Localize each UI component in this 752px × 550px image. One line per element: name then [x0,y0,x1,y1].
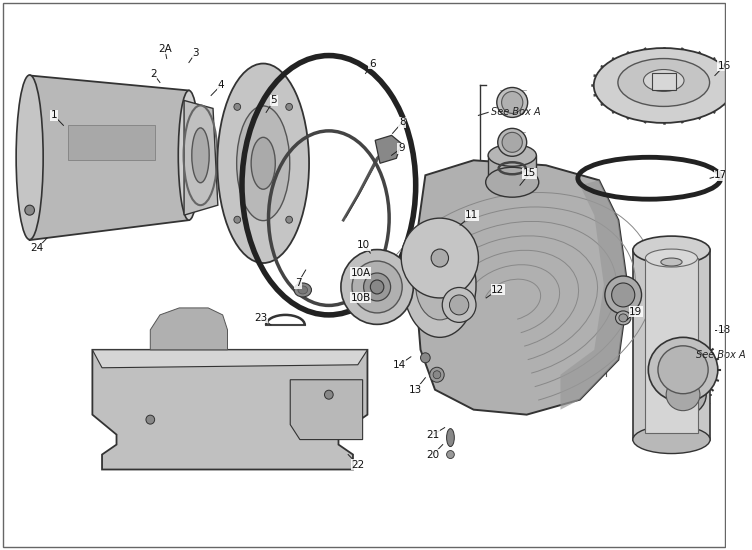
Text: 13: 13 [409,384,423,395]
Ellipse shape [661,258,682,266]
Bar [645,258,698,433]
Ellipse shape [217,64,309,263]
Ellipse shape [619,314,628,322]
Ellipse shape [594,48,734,123]
Ellipse shape [486,167,538,197]
Ellipse shape [294,283,311,297]
Ellipse shape [251,138,275,189]
Text: 10A: 10A [350,268,371,278]
Ellipse shape [618,58,710,107]
Bar [633,250,710,439]
Ellipse shape [178,90,199,220]
Text: 2: 2 [150,69,156,79]
Ellipse shape [363,273,390,301]
Ellipse shape [488,144,536,166]
Polygon shape [560,180,628,410]
Ellipse shape [16,75,43,240]
Text: 10: 10 [357,240,370,250]
Ellipse shape [234,216,241,223]
Text: 9: 9 [398,144,405,153]
Ellipse shape [605,276,641,314]
Ellipse shape [237,106,290,221]
Text: 3: 3 [193,47,199,58]
Ellipse shape [442,288,476,322]
Text: 5: 5 [271,96,277,106]
Polygon shape [29,75,189,240]
Bar [68,125,155,160]
Ellipse shape [352,261,402,313]
Ellipse shape [611,283,635,307]
Text: 22: 22 [351,459,365,470]
Ellipse shape [645,249,698,267]
Ellipse shape [25,205,35,215]
Text: 23: 23 [255,313,268,323]
Polygon shape [92,350,368,368]
Text: 4: 4 [217,80,224,91]
Ellipse shape [633,236,710,264]
Ellipse shape [660,374,706,416]
Bar [652,73,676,90]
Ellipse shape [402,218,478,298]
Text: 18: 18 [718,325,731,335]
Polygon shape [150,308,228,350]
Ellipse shape [433,371,441,379]
Ellipse shape [447,428,454,447]
Text: 12: 12 [491,285,505,295]
Text: 15: 15 [523,168,536,178]
Text: See Box A: See Box A [491,107,541,117]
Text: 11: 11 [465,210,478,220]
Text: 16: 16 [718,60,731,70]
Text: 14: 14 [393,360,406,370]
Ellipse shape [644,69,684,91]
Ellipse shape [498,128,526,156]
Ellipse shape [298,286,308,294]
Polygon shape [184,101,218,215]
Text: 19: 19 [629,307,642,317]
Ellipse shape [431,249,448,267]
Text: 21: 21 [426,430,440,439]
Text: 6: 6 [369,58,375,69]
Ellipse shape [429,367,444,382]
Ellipse shape [658,346,708,394]
Ellipse shape [450,295,468,315]
Ellipse shape [370,280,384,294]
Ellipse shape [341,250,414,324]
Ellipse shape [633,426,710,454]
Text: 20: 20 [426,449,440,460]
Ellipse shape [404,233,476,337]
Text: 8: 8 [399,117,405,128]
Ellipse shape [502,91,523,113]
Ellipse shape [497,87,528,117]
Ellipse shape [234,103,241,111]
Text: 1: 1 [50,111,57,120]
Polygon shape [290,379,362,439]
Text: 10B: 10B [350,293,371,303]
Polygon shape [92,350,368,470]
Text: See Box A: See Box A [696,350,745,360]
Ellipse shape [420,353,430,363]
Bar [488,155,536,185]
Text: 17: 17 [714,170,727,180]
Ellipse shape [666,379,700,411]
Ellipse shape [416,250,464,320]
Text: 24: 24 [31,243,44,253]
Ellipse shape [286,103,293,111]
Ellipse shape [325,390,333,399]
Polygon shape [375,135,402,163]
Ellipse shape [146,415,155,424]
Text: 7: 7 [295,278,302,288]
Ellipse shape [286,216,293,223]
Ellipse shape [447,450,454,459]
Ellipse shape [648,337,718,402]
Ellipse shape [192,128,209,183]
Ellipse shape [615,311,631,325]
Ellipse shape [502,133,523,152]
Polygon shape [416,160,628,415]
Text: 2A: 2A [158,43,171,53]
